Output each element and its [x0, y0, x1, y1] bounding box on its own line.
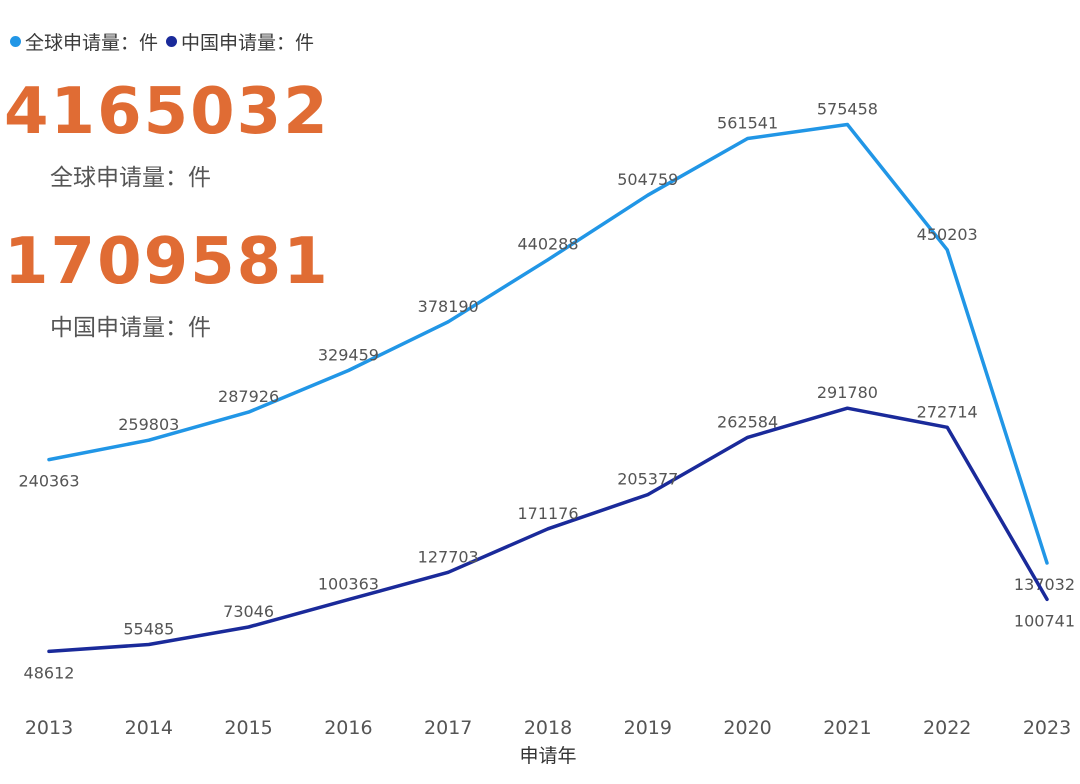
x-tick-label: 2021 — [823, 717, 871, 739]
data-point — [646, 493, 650, 497]
kpi-card-global: 4165032 全球申请量：件 — [4, 80, 330, 192]
kpi-label-china: 中国申请量：件 — [50, 315, 211, 341]
x-tick-label: 2015 — [224, 717, 272, 739]
data-point — [346, 598, 350, 602]
data-point — [746, 435, 750, 439]
data-label: 127703 — [418, 547, 479, 566]
data-point — [845, 123, 849, 127]
data-label: 329459 — [318, 346, 379, 365]
data-label: 262584 — [717, 412, 778, 431]
chart-legend: 全球申请量：件 中国申请量：件 — [10, 28, 322, 55]
data-label: 48612 — [24, 663, 75, 682]
legend-label-china: 中国申请量：件 — [181, 32, 315, 54]
data-label: 73046 — [223, 602, 274, 621]
legend-label-global: 全球申请量：件 — [25, 32, 159, 54]
data-point — [446, 570, 450, 574]
data-label: 575458 — [817, 100, 878, 119]
x-tick-label: 2016 — [324, 717, 372, 739]
x-tick-label: 2017 — [424, 717, 472, 739]
data-label: 504759 — [617, 170, 678, 189]
data-label: 450203 — [917, 225, 978, 244]
data-label: 137032 — [1014, 575, 1075, 594]
data-label: 291780 — [817, 383, 878, 402]
x-tick-label: 2018 — [524, 717, 572, 739]
data-label: 561541 — [717, 113, 778, 132]
data-label: 100741 — [1014, 611, 1075, 630]
data-label: 100363 — [318, 575, 379, 594]
x-tick-label: 2013 — [25, 717, 73, 739]
data-point — [346, 369, 350, 373]
data-label: 378190 — [418, 297, 479, 316]
x-axis-title: 申请年 — [519, 745, 576, 767]
x-tick-label: 2014 — [125, 717, 173, 739]
x-tick-label: 2023 — [1023, 717, 1071, 739]
data-point — [1045, 561, 1049, 565]
data-point — [47, 458, 51, 462]
legend-item-global[interactable]: 全球申请量：件 — [10, 28, 158, 55]
data-label: 171176 — [517, 504, 578, 523]
data-point — [47, 649, 51, 653]
legend-item-china[interactable]: 中国申请量：件 — [166, 28, 314, 55]
data-label: 440288 — [517, 235, 578, 254]
data-label: 259803 — [118, 415, 179, 434]
data-label: 240363 — [18, 472, 79, 491]
kpi-label-global: 全球申请量：件 — [50, 165, 211, 191]
data-point — [247, 410, 251, 414]
data-point — [147, 438, 151, 442]
data-point — [546, 258, 550, 262]
data-point — [147, 643, 151, 647]
data-point — [646, 193, 650, 197]
x-tick-label: 2022 — [923, 717, 971, 739]
data-point — [247, 625, 251, 629]
kpi-card-china: 1709581 中国申请量：件 — [4, 230, 330, 342]
data-point — [845, 406, 849, 410]
x-tick-label: 2020 — [723, 717, 771, 739]
kpi-value-global: 4165032 — [4, 75, 330, 149]
data-label: 287926 — [218, 387, 279, 406]
legend-dot-china-icon — [166, 36, 178, 47]
data-point — [746, 136, 750, 140]
data-point — [945, 248, 949, 252]
kpi-value-china: 1709581 — [4, 225, 330, 299]
data-point — [546, 527, 550, 531]
legend-dot-global-icon — [10, 36, 21, 47]
data-label: 55485 — [123, 620, 174, 639]
x-tick-label: 2019 — [624, 717, 672, 739]
data-point — [945, 425, 949, 429]
data-point — [1045, 597, 1049, 601]
data-label: 272714 — [917, 402, 978, 421]
data-point — [446, 320, 450, 324]
data-label: 205377 — [617, 470, 678, 489]
